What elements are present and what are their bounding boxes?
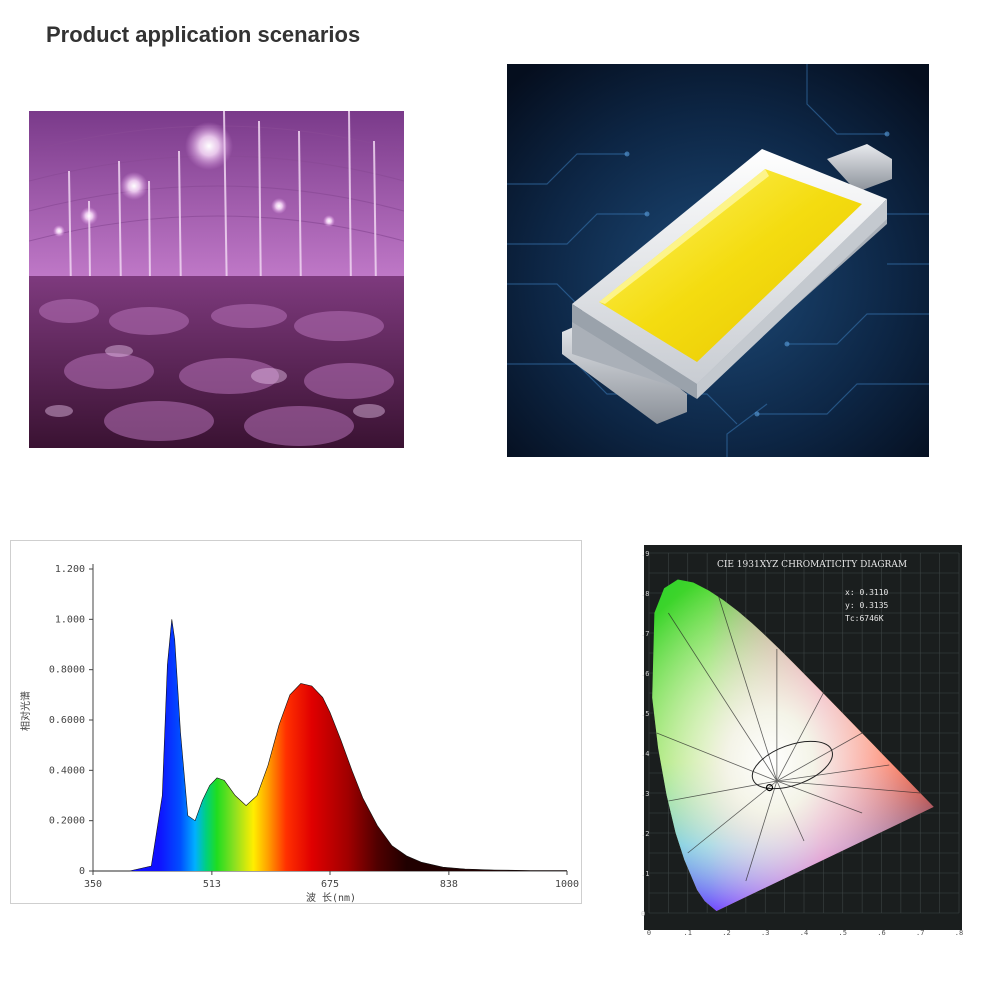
cie-boundary-line	[776, 764, 890, 782]
cie-readout-x: x: 0.3110	[845, 588, 889, 597]
cie-planckian-ellipse	[751, 740, 833, 790]
cie-y-tick-label: .3	[641, 790, 649, 798]
cie-region-boundaries	[656, 596, 921, 882]
cie-boundary-line	[776, 732, 863, 782]
cie-y-tick-label: .4	[641, 750, 649, 758]
cie-x-tick-label: .6	[877, 929, 885, 937]
cie-boundary-line	[668, 612, 778, 782]
greenhouse-photo	[29, 111, 404, 448]
cie-boundary-line	[776, 780, 805, 842]
spectrum-y-tick-label: 1.200	[55, 564, 85, 575]
cie-y-tick-label: .5	[641, 710, 649, 718]
cie-y-tick-label: .9	[641, 550, 649, 558]
cie-x-tick-label: .7	[916, 929, 924, 937]
led-chip-image	[507, 64, 929, 457]
cie-boundary-line	[718, 596, 778, 782]
spectrum-y-tick-label: 1.000	[55, 614, 85, 625]
spectrum-x-tick-label: 513	[203, 879, 221, 890]
cie-y-tick-label: .8	[641, 590, 649, 598]
cie-readout-tc: Tc:6746K	[845, 614, 884, 623]
cie-y-tick-label: 0	[641, 910, 645, 918]
cie-boundary-line	[656, 732, 778, 782]
cie-x-tick-label: .1	[684, 929, 692, 937]
cie-x-tick-label: .3	[761, 929, 769, 937]
cie-measured-point	[765, 784, 774, 792]
spectrum-area	[93, 619, 567, 871]
spectrum-y-tick-label: 0.6000	[49, 715, 85, 726]
cie-x-tick-label: .4	[800, 929, 808, 937]
spectrum-x-tick-label: 675	[321, 879, 339, 890]
cie-boundary-line	[745, 780, 778, 882]
spectrum-x-tick-label: 1000	[555, 879, 579, 890]
spectrum-chart: 1.200 1.000 0.8000 0.6000 0.4000 0.2000 0 350 51…	[10, 540, 582, 904]
cie-y-tick-label: .6	[641, 670, 649, 678]
spectrum-x-axis-label: 波 长(nm)	[306, 891, 356, 904]
cie-boundary-line	[668, 780, 777, 802]
spectrum-ticks: 1.200 1.000 0.8000 0.6000 0.4000 0.2000 0 350 51…	[49, 564, 579, 890]
spectrum-y-axis-label: 相对光谱	[19, 691, 32, 731]
cie-x-tick-label: 0	[647, 929, 651, 937]
spectrum-line	[93, 619, 567, 872]
cie-readout-y: y: 0.3135	[845, 601, 889, 610]
cie-white-region	[652, 579, 934, 911]
cie-y-tick-label: .1	[641, 870, 649, 878]
cie-chromaticity-diagram: CIE 1931XYZ CHROMATICITY DIAGRAM x: 0.31…	[637, 545, 967, 940]
spectrum-y-tick-label: 0.4000	[49, 765, 85, 776]
cie-x-tick-label: .8	[955, 929, 963, 937]
cie-x-tick-label: .5	[839, 929, 847, 937]
cie-boundary-line	[776, 692, 824, 782]
spectrum-y-tick-label: 0.2000	[49, 816, 85, 827]
cie-y-tick-label: .7	[641, 630, 649, 638]
spectrum-x-tick-label: 838	[440, 879, 458, 890]
cie-x-tick-label: .2	[722, 929, 730, 937]
cie-tick-labels: 0 .1 .2 .3 .4 .5 .6 .7 .8 .9 .8 .7 .6 .5 .4 .3 .2 .1 0	[641, 550, 963, 937]
cie-boundary-line	[687, 780, 778, 854]
page-title: Product application scenarios	[46, 22, 361, 47]
spectrum-y-tick-label: 0	[79, 866, 85, 877]
spectrum-y-tick-label: 0.8000	[49, 665, 85, 676]
spectrum-x-tick-label: 350	[84, 879, 102, 890]
cie-title: CIE 1931XYZ CHROMATICITY DIAGRAM	[717, 560, 907, 570]
cie-y-tick-label: .2	[641, 830, 649, 838]
